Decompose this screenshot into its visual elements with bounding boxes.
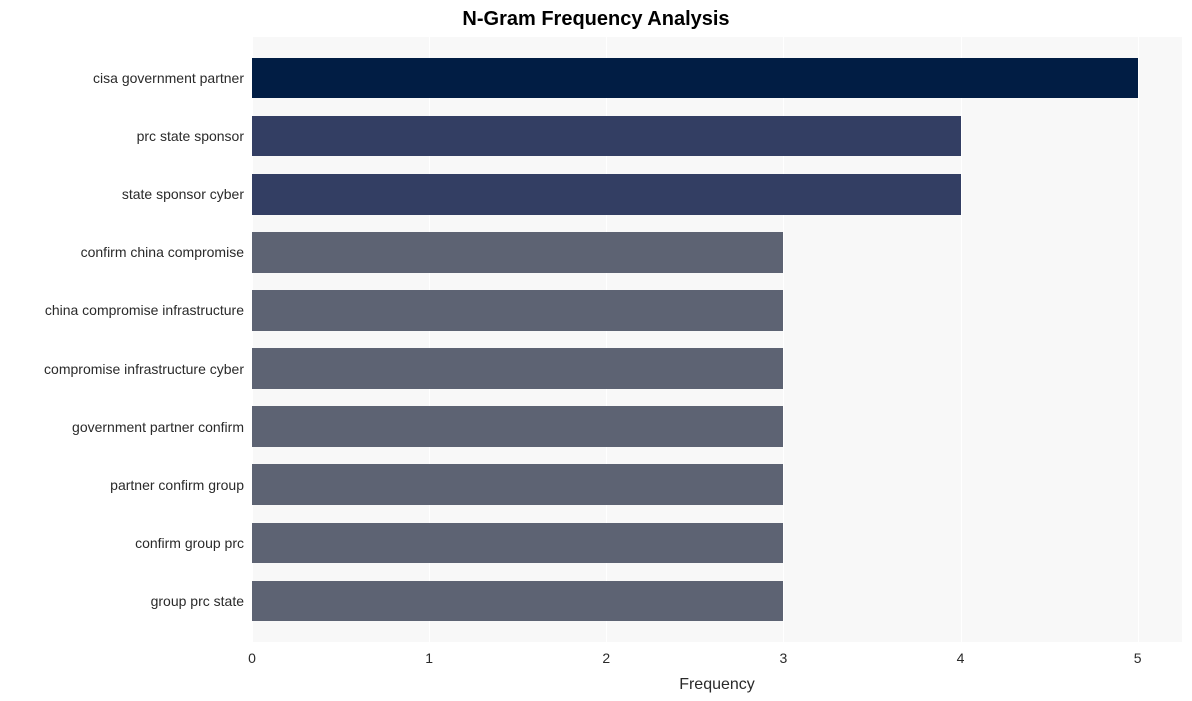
bar xyxy=(252,174,961,215)
bar-row xyxy=(252,232,1182,273)
x-tick-label: 2 xyxy=(602,650,610,666)
x-tick-label: 4 xyxy=(957,650,965,666)
y-tick-label: partner confirm group xyxy=(110,477,244,493)
y-tick-label: group prc state xyxy=(151,593,244,609)
y-tick-label: china compromise infrastructure xyxy=(45,302,244,318)
plot-area: Frequency 012345cisa government partnerp… xyxy=(252,37,1182,642)
bar xyxy=(252,232,783,273)
bar-row xyxy=(252,116,1182,157)
y-tick-label: confirm group prc xyxy=(135,535,244,551)
y-tick-label: prc state sponsor xyxy=(137,128,244,144)
y-tick-label: state sponsor cyber xyxy=(122,186,244,202)
bar xyxy=(252,523,783,564)
bar xyxy=(252,290,783,331)
bar xyxy=(252,116,961,157)
bar xyxy=(252,406,783,447)
bar xyxy=(252,464,783,505)
chart-title: N-Gram Frequency Analysis xyxy=(0,8,1192,31)
bar-row xyxy=(252,464,1182,505)
bar-row xyxy=(252,58,1182,99)
y-tick-label: cisa government partner xyxy=(93,70,244,86)
x-tick-label: 5 xyxy=(1134,650,1142,666)
bar xyxy=(252,58,1138,99)
x-tick-label: 3 xyxy=(780,650,788,666)
bar-row xyxy=(252,406,1182,447)
y-tick-label: government partner confirm xyxy=(72,419,244,435)
bar-row xyxy=(252,523,1182,564)
x-axis-label: Frequency xyxy=(679,676,755,694)
bar-row xyxy=(252,581,1182,622)
y-tick-label: confirm china compromise xyxy=(81,244,244,260)
x-tick-label: 0 xyxy=(248,650,256,666)
x-tick-label: 1 xyxy=(425,650,433,666)
bar-row xyxy=(252,174,1182,215)
bar xyxy=(252,581,783,622)
chart-container: N-Gram Frequency Analysis Frequency 0123… xyxy=(0,0,1192,701)
bar-row xyxy=(252,348,1182,389)
bar xyxy=(252,348,783,389)
y-tick-label: compromise infrastructure cyber xyxy=(44,361,244,377)
bar-row xyxy=(252,290,1182,331)
